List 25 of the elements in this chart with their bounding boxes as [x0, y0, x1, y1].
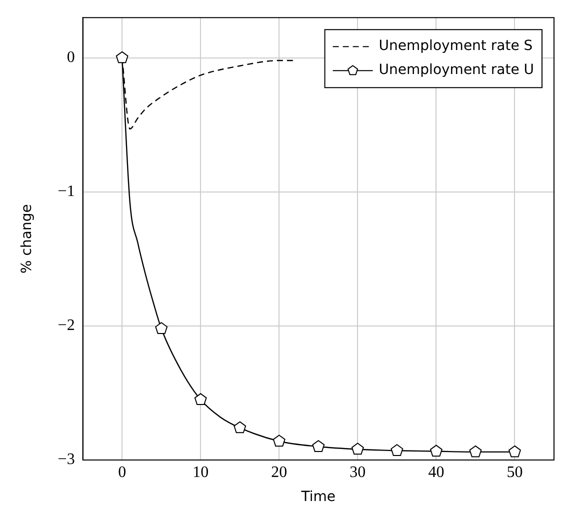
y-tick-label: 0 — [66, 49, 75, 66]
point — [508, 445, 521, 458]
point — [272, 434, 286, 447]
point — [116, 51, 128, 64]
point — [390, 444, 404, 456]
y-tick-label: −2 — [58, 317, 75, 334]
x-tick-label: 40 — [428, 464, 444, 481]
point — [351, 442, 364, 455]
point — [194, 393, 207, 406]
point — [312, 440, 325, 452]
y-tick-label: −3 — [58, 451, 75, 468]
legend-label: Unemployment rate S — [378, 38, 533, 54]
point — [430, 444, 442, 457]
x-tick-label: 20 — [271, 464, 288, 481]
point — [234, 421, 246, 434]
y-tick-label: −1 — [58, 183, 75, 200]
point — [469, 445, 482, 458]
point — [155, 322, 168, 334]
x-tick-label: 50 — [506, 464, 523, 481]
x-tick-label: 30 — [350, 464, 366, 481]
x-tick-label: 10 — [192, 464, 209, 481]
legend-label: Unemployment rate U — [378, 62, 534, 78]
x-tick-label: 0 — [118, 464, 126, 481]
x-axis-title: Time — [300, 489, 336, 506]
y-axis-title: % change — [19, 204, 36, 274]
